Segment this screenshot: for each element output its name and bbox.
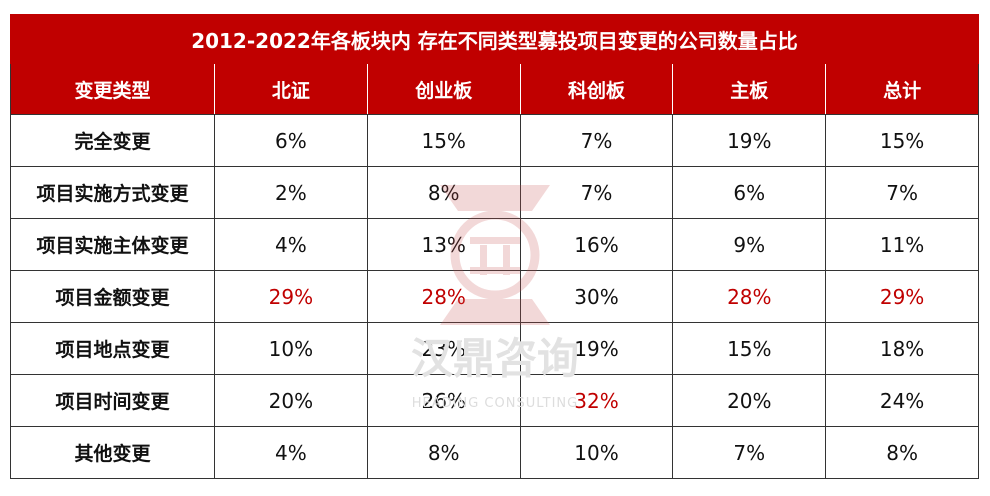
table-cell: 23%	[366, 322, 521, 375]
table-body: 完全变更 6% 15% 7% 19% 15% 项目实施方式变更 2% 8% 7% 6% 7% 项目实施主…	[10, 114, 979, 479]
table-cell: 10%	[519, 426, 674, 479]
column-header: 创业板	[366, 63, 521, 115]
table-cell: 29%	[825, 270, 979, 323]
row-label: 项目地点变更	[10, 322, 215, 375]
table-cell: 16%	[519, 218, 674, 271]
table-cell: 8%	[366, 166, 521, 219]
table-cell: 28%	[672, 270, 827, 323]
table-cell: 20%	[672, 374, 827, 427]
table-row: 项目时间变更 20% 26% 32% 20% 24%	[10, 374, 979, 427]
table-cell: 7%	[825, 166, 979, 219]
table-cell: 24%	[825, 374, 979, 427]
table-cell: 18%	[825, 322, 979, 375]
table-cell: 6%	[672, 166, 827, 219]
table-cell: 15%	[366, 114, 521, 167]
table-cell: 20%	[214, 374, 368, 427]
row-label: 项目时间变更	[10, 374, 215, 427]
table-cell: 4%	[214, 426, 368, 479]
column-header: 变更类型	[10, 63, 215, 115]
row-label: 项目实施主体变更	[10, 218, 215, 271]
table-cell: 15%	[825, 114, 979, 167]
table-cell: 7%	[519, 114, 674, 167]
row-label: 其他变更	[10, 426, 215, 479]
row-label: 完全变更	[10, 114, 215, 167]
table-row: 完全变更 6% 15% 7% 19% 15%	[10, 114, 979, 167]
table-cell: 4%	[214, 218, 368, 271]
title-row: 2012-2022年各板块内 存在不同类型募投项目变更的公司数量占比	[10, 14, 979, 64]
table-cell: 32%	[519, 374, 674, 427]
table-cell: 8%	[825, 426, 979, 479]
table-container: 2012-2022年各板块内 存在不同类型募投项目变更的公司数量占比 变更类型北…	[10, 14, 979, 479]
table-cell: 11%	[825, 218, 979, 271]
column-header: 主板	[672, 63, 827, 115]
table-cell: 7%	[672, 426, 827, 479]
table-row: 其他变更 4% 8% 10% 7% 8%	[10, 426, 979, 479]
table-row: 项目地点变更 10% 23% 19% 15% 18%	[10, 322, 979, 375]
table-cell: 2%	[214, 166, 368, 219]
table-title: 2012-2022年各板块内 存在不同类型募投项目变更的公司数量占比	[10, 14, 979, 64]
table-cell: 26%	[366, 374, 521, 427]
table-cell: 6%	[214, 114, 368, 167]
table-cell: 19%	[672, 114, 827, 167]
table-cell: 30%	[519, 270, 674, 323]
column-header: 北证	[214, 63, 368, 115]
table-row: 项目金额变更 29% 28% 30% 28% 29%	[10, 270, 979, 323]
table-cell: 15%	[672, 322, 827, 375]
table-row: 项目实施方式变更 2% 8% 7% 6% 7%	[10, 166, 979, 219]
table-cell: 28%	[366, 270, 521, 323]
table-cell: 13%	[366, 218, 521, 271]
header-row: 变更类型 北证 创业板 科创板 主板 总计	[10, 63, 979, 115]
table-cell: 10%	[214, 322, 368, 375]
row-label: 项目金额变更	[10, 270, 215, 323]
table-cell: 7%	[519, 166, 674, 219]
table-cell: 9%	[672, 218, 827, 271]
column-header: 科创板	[519, 63, 674, 115]
table-row: 项目实施主体变更 4% 13% 16% 9% 11%	[10, 218, 979, 271]
table-cell: 29%	[214, 270, 368, 323]
table-cell: 8%	[366, 426, 521, 479]
row-label: 项目实施方式变更	[10, 166, 215, 219]
table-cell: 19%	[519, 322, 674, 375]
column-header: 总计	[825, 63, 979, 115]
data-table: 2012-2022年各板块内 存在不同类型募投项目变更的公司数量占比 变更类型北…	[10, 14, 979, 479]
